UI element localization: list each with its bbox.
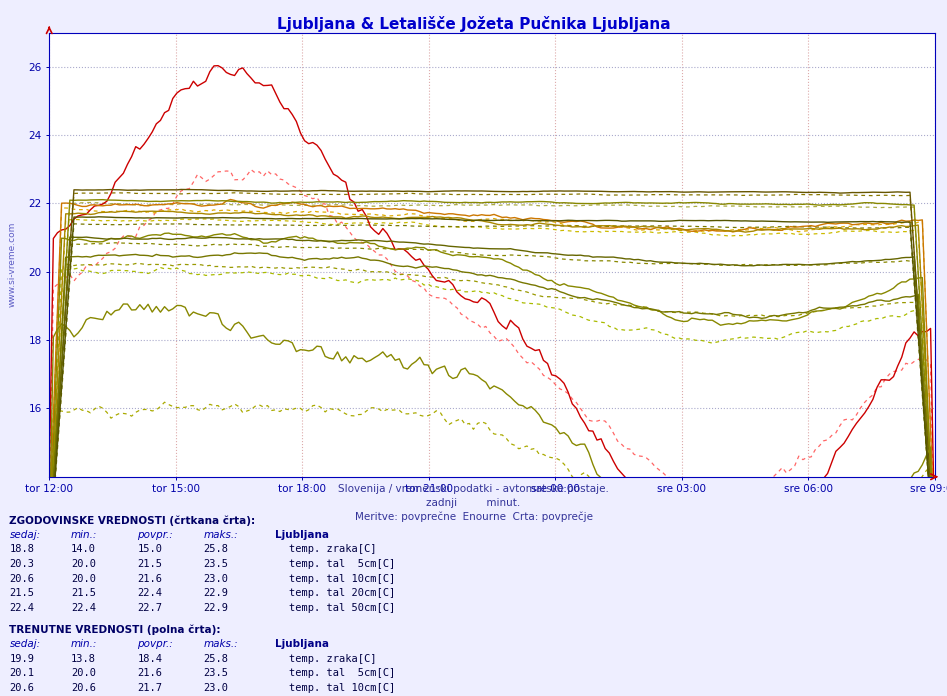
Text: 20.1: 20.1 xyxy=(9,668,34,678)
Text: sedaj:: sedaj: xyxy=(9,530,41,539)
Text: 21.6: 21.6 xyxy=(137,574,162,583)
Text: 20.6: 20.6 xyxy=(9,683,34,693)
Text: 20.6: 20.6 xyxy=(71,683,96,693)
Text: 15.0: 15.0 xyxy=(137,544,162,554)
Text: 20.3: 20.3 xyxy=(9,559,34,569)
Text: Slovenija / vremenski podatki - avtomatske postaje.: Slovenija / vremenski podatki - avtomats… xyxy=(338,484,609,493)
Text: 23.5: 23.5 xyxy=(204,559,228,569)
Text: TRENUTNE VREDNOSTI (polna črta):: TRENUTNE VREDNOSTI (polna črta): xyxy=(9,624,221,635)
Text: 23.0: 23.0 xyxy=(204,574,228,583)
Text: 22.4: 22.4 xyxy=(9,603,34,612)
Text: www.si-vreme.com: www.si-vreme.com xyxy=(8,222,17,307)
Text: 23.0: 23.0 xyxy=(204,683,228,693)
Text: min.:: min.: xyxy=(71,639,98,649)
Text: sedaj:: sedaj: xyxy=(9,639,41,649)
Text: temp. tal 20cm[C]: temp. tal 20cm[C] xyxy=(289,588,395,598)
Text: temp. tal  5cm[C]: temp. tal 5cm[C] xyxy=(289,668,395,678)
Text: Meritve: povprečne  Enourne  Crta: povprečje: Meritve: povprečne Enourne Crta: povpreč… xyxy=(354,512,593,522)
Text: 20.0: 20.0 xyxy=(71,559,96,569)
Text: ZGODOVINSKE VREDNOSTI (črtkana črta):: ZGODOVINSKE VREDNOSTI (črtkana črta): xyxy=(9,515,256,525)
Text: 21.5: 21.5 xyxy=(137,559,162,569)
Text: 25.8: 25.8 xyxy=(204,654,228,663)
Text: 21.5: 21.5 xyxy=(9,588,34,598)
Text: 13.8: 13.8 xyxy=(71,654,96,663)
Text: 21.6: 21.6 xyxy=(137,668,162,678)
Text: temp. zraka[C]: temp. zraka[C] xyxy=(289,654,376,663)
Text: min.:: min.: xyxy=(71,530,98,539)
Text: temp. tal 10cm[C]: temp. tal 10cm[C] xyxy=(289,574,395,583)
Text: temp. tal 10cm[C]: temp. tal 10cm[C] xyxy=(289,683,395,693)
Text: 20.6: 20.6 xyxy=(9,574,34,583)
Text: maks.:: maks.: xyxy=(204,530,239,539)
Text: zadnji         minut.: zadnji minut. xyxy=(426,498,521,507)
Text: Ljubljana & Letališče Jožeta Pučnika Ljubljana: Ljubljana & Letališče Jožeta Pučnika Lju… xyxy=(277,16,670,32)
Text: 22.4: 22.4 xyxy=(71,603,96,612)
Text: temp. tal  5cm[C]: temp. tal 5cm[C] xyxy=(289,559,395,569)
Text: 25.8: 25.8 xyxy=(204,544,228,554)
Text: 18.8: 18.8 xyxy=(9,544,34,554)
Text: Ljubljana: Ljubljana xyxy=(275,639,329,649)
Text: temp. zraka[C]: temp. zraka[C] xyxy=(289,544,376,554)
Text: 20.0: 20.0 xyxy=(71,668,96,678)
Text: Ljubljana: Ljubljana xyxy=(275,530,329,539)
Text: 23.5: 23.5 xyxy=(204,668,228,678)
Text: 21.7: 21.7 xyxy=(137,683,162,693)
Text: 14.0: 14.0 xyxy=(71,544,96,554)
Text: povpr.:: povpr.: xyxy=(137,530,173,539)
Text: povpr.:: povpr.: xyxy=(137,639,173,649)
Text: 20.0: 20.0 xyxy=(71,574,96,583)
Text: temp. tal 50cm[C]: temp. tal 50cm[C] xyxy=(289,603,395,612)
Text: 22.9: 22.9 xyxy=(204,603,228,612)
Text: maks.:: maks.: xyxy=(204,639,239,649)
Text: 19.9: 19.9 xyxy=(9,654,34,663)
Text: 22.4: 22.4 xyxy=(137,588,162,598)
Text: 22.9: 22.9 xyxy=(204,588,228,598)
Text: 18.4: 18.4 xyxy=(137,654,162,663)
Text: 22.7: 22.7 xyxy=(137,603,162,612)
Text: 21.5: 21.5 xyxy=(71,588,96,598)
